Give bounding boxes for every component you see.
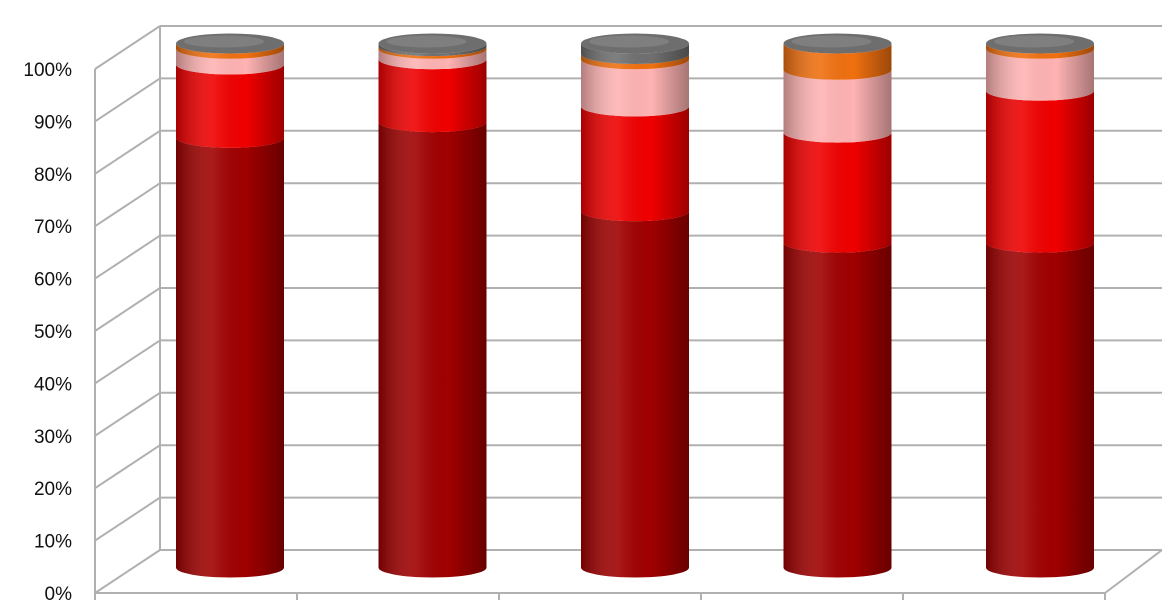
bar-segment-shading [581,106,689,222]
bar-segment [378,46,487,59]
bar-top-cap-highlight [589,35,669,48]
gridline-diagonal [94,496,161,542]
gridline-diagonal [94,549,161,594]
gridline-diagonal [94,234,161,280]
bar-segment [176,33,284,59]
x-axis-ticks [94,593,1106,600]
bar-segment [986,90,1094,253]
gridline-diagonal [94,287,161,332]
bar-segment-shading [378,48,487,70]
bar-segment [783,69,892,143]
bar-segment-shading [986,48,1094,101]
y-tick-label: 40% [34,374,72,395]
bar-segment [378,122,487,578]
bar-column [378,33,487,578]
y-tick-label: 100% [23,60,72,81]
bar-segment-shading [378,46,487,59]
gridline-diagonal [94,444,161,490]
bar-segment [986,242,1094,578]
bar-segment [783,33,892,80]
bar-segment [176,48,284,75]
gridline-diagonal [94,129,161,175]
bar-segment [986,48,1094,101]
bar-segment-shading [176,48,284,75]
gridline-diagonal [94,77,161,123]
bar-segment [581,59,689,117]
bar-segment-shading [783,242,892,578]
bar-segment-shading [581,59,689,117]
bar-segment-shading [378,59,487,133]
bar-segment-shading [581,211,689,578]
bar-top-cap-highlight [791,35,872,48]
bar-segment-shading [378,122,487,578]
bar-segment-shading [378,43,487,57]
bar-segment [581,106,689,222]
gridline-diagonal [94,25,161,70]
bar-segment-shading [783,43,892,80]
y-tick-label: 80% [34,165,72,186]
bar-segment-shading [986,242,1094,578]
bar-segment [581,211,689,578]
bar-segment-shading [986,90,1094,253]
y-tick-label: 50% [34,322,72,343]
floor-right-edge [1104,549,1162,594]
bar-segment-shading [581,53,689,70]
bar-column [986,33,1094,578]
bar-column [581,33,689,578]
bar-segment [176,64,284,148]
bar-segment [986,33,1094,59]
y-tick-label: 20% [34,479,72,500]
bar-column [783,33,892,578]
bar-segment-shading [176,43,284,59]
y-tick-label: 70% [34,217,72,238]
bar-top-cap-highlight [994,35,1074,48]
bar-segment-shading [176,137,284,578]
plot-area [176,33,1094,578]
bar-column [176,33,284,578]
bar-segment-shading [176,64,284,148]
y-axis-tick-labels: 0% 10% 20% 30% 40% 50% 60% 70% 80% 90% 100% [23,60,72,600]
bar-segment [783,242,892,578]
bar-segment-shading [783,69,892,143]
gridline-diagonal [94,182,161,228]
bar-segment-shading [783,132,892,253]
bar-segment [378,33,487,57]
bar-segment [581,33,689,64]
bar-segment [378,59,487,133]
y-tick-label: 60% [34,270,72,291]
gridline-diagonal [94,391,161,437]
bar-segment-shading [581,43,689,64]
y-tick-label: 30% [34,427,72,448]
y-tick-label: 90% [34,112,72,133]
bar-segment [783,132,892,253]
bar-segment-shading [986,43,1094,59]
bar-segment [378,48,487,70]
y-tick-label: 10% [34,532,72,553]
y-tick-label: 0% [45,584,73,600]
bar-segment [581,53,689,70]
gridline-diagonal [94,339,161,385]
bar-top-cap-highlight [184,35,264,48]
bar-top-cap-highlight [386,35,467,48]
bar-segment [176,137,284,578]
